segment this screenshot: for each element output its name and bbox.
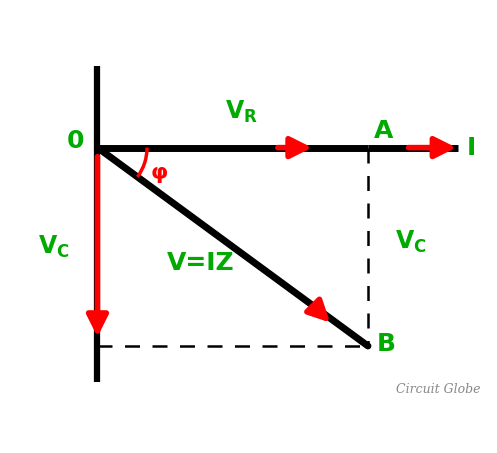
Text: $\mathbf{V_R}$: $\mathbf{V_R}$	[225, 99, 258, 125]
Text: B: B	[377, 332, 396, 356]
Text: $\mathbf{V_C}$: $\mathbf{V_C}$	[38, 234, 70, 260]
Text: A: A	[374, 120, 394, 143]
Text: 0: 0	[67, 129, 84, 153]
Text: I: I	[467, 135, 477, 159]
Text: $\mathbf{V_C}$: $\mathbf{V_C}$	[395, 229, 427, 255]
Text: V=IZ: V=IZ	[167, 251, 235, 275]
Text: Circuit Globe: Circuit Globe	[396, 383, 481, 395]
Text: φ: φ	[150, 163, 167, 183]
